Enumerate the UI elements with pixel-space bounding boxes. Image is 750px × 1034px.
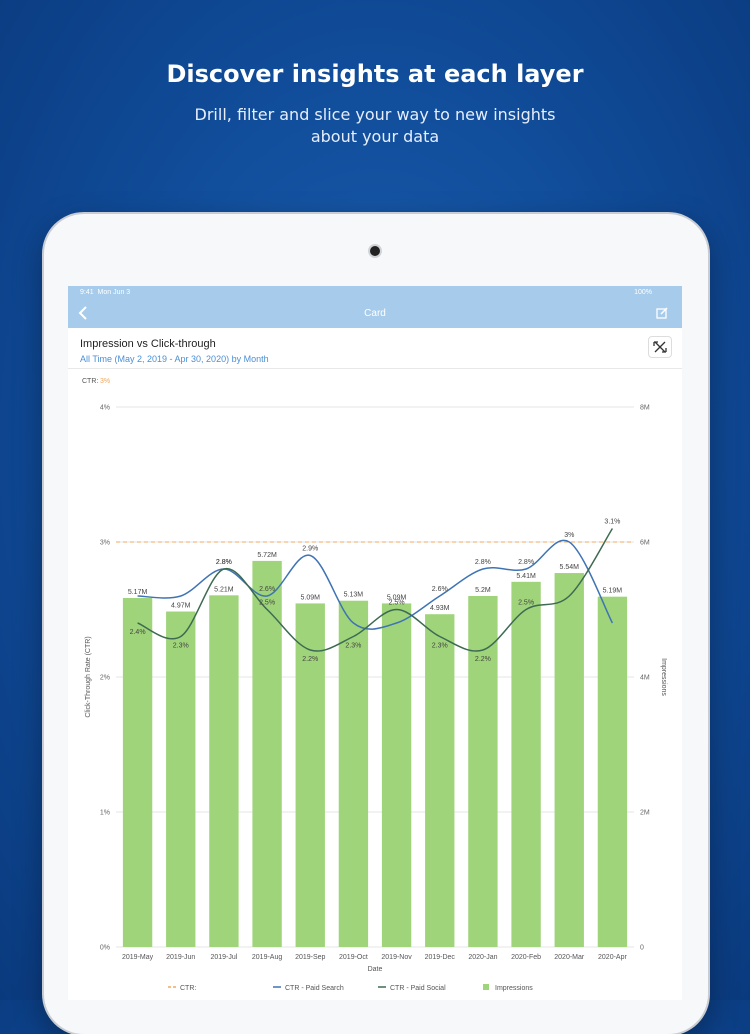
line-data-label: 2.5%: [389, 600, 405, 607]
bar-data-label: 5.54M: [560, 564, 580, 571]
bar-data-label: 5.41M: [516, 573, 536, 580]
y-tick-label: 2%: [100, 675, 110, 682]
x-tick-label: 2020-Feb: [511, 954, 541, 961]
bar-data-label: 5.17M: [128, 589, 148, 596]
line-data-label: 2.9%: [302, 546, 318, 553]
line-data-label: 2.8%: [518, 559, 534, 566]
series-line: [137, 539, 614, 630]
line-data-label: 2.3%: [432, 643, 448, 650]
x-tick-label: 2020-Apr: [598, 954, 627, 961]
expand-icon: [653, 341, 667, 353]
nav-title: Card: [364, 308, 386, 319]
line-data-label: 3%: [564, 532, 574, 539]
y2-tick-label: 6M: [640, 540, 650, 547]
line-data-label: 2.3%: [345, 643, 361, 650]
hero-subtitle: Drill, filter and slice your way to new …: [194, 105, 556, 146]
x-tick-label: 2019-Sep: [295, 954, 325, 961]
bar-data-label: 4.93M: [430, 605, 450, 612]
line-data-label: 2.2%: [302, 656, 318, 663]
bar-impressions: [122, 598, 153, 947]
expand-button[interactable]: [648, 336, 672, 358]
x-axis-title: Date: [368, 966, 383, 973]
bar-impressions: [554, 573, 584, 947]
y2-tick-label: 2M: [640, 810, 650, 817]
x-tick-label: 2019-Jul: [210, 954, 237, 961]
x-tick-label: 2020-Jan: [468, 954, 497, 961]
x-tick-label: 2019-Aug: [252, 954, 282, 961]
y2-tick-label: 4M: [640, 675, 650, 682]
bar-data-label: 5.19M: [603, 588, 623, 595]
bar-data-label: 5.09M: [301, 594, 321, 601]
x-tick-label: 2019-Nov: [381, 954, 412, 961]
line-data-label: 2.8%: [475, 559, 491, 566]
bar-impressions: [381, 603, 412, 947]
bar-impressions: [166, 611, 196, 947]
chart-svg: CTR: 3%0% 01% 2M2% 4M3% 6M4% 8M5.17M4.97M5.21M…: [82, 378, 667, 992]
x-tick-label: 2019-May: [122, 954, 154, 961]
y2-tick-label: 0: [640, 945, 644, 952]
x-tick-label: 2019-Dec: [425, 954, 456, 961]
divider: [68, 368, 682, 369]
y-tick-label: 3%: [100, 540, 110, 547]
status-time: 9:41 Mon Jun 3: [80, 289, 131, 296]
nav-bar: Card: [68, 300, 682, 328]
y-tick-label: 4%: [100, 405, 110, 412]
bar-impressions: [295, 603, 325, 947]
y-axis-title: Click-Through Rate (CTR): [85, 636, 92, 717]
legend-label: CTR - Paid Social: [390, 985, 446, 992]
card-title: Impression vs Click-through: [80, 338, 216, 350]
legend-label: Impressions: [495, 985, 533, 992]
line-data-label: 2.3%: [173, 643, 189, 650]
bar-data-label: 5.09M: [387, 594, 407, 601]
hero-title: Discover insights at each layer: [166, 60, 584, 88]
line-data-label: 2.6%: [259, 586, 275, 593]
bar-impressions: [425, 614, 455, 947]
legend-label: CTR - Paid Search: [285, 985, 344, 992]
line-data-label: 2.8%: [216, 559, 232, 566]
legend-label: CTR:: [180, 985, 196, 992]
line-data-label: 2.5%: [518, 600, 534, 607]
line-data-label: 2.4%: [130, 629, 146, 636]
ref-label: CTR:: [82, 378, 98, 385]
line-data-label: 2.8%: [216, 559, 232, 566]
app-screen: 9:41 Mon Jun 3 100% Card Impression vs C…: [68, 286, 682, 1000]
bar-impressions: [597, 596, 628, 947]
line-data-label: 2.5%: [259, 600, 275, 607]
status-bar: 9:41 Mon Jun 3 100%: [68, 286, 682, 300]
bar-impressions: [511, 581, 541, 947]
x-tick-label: 2019-Jun: [166, 954, 195, 961]
bar-impressions: [338, 600, 369, 947]
line-data-label: 2.2%: [475, 656, 491, 663]
ref-value-label: 3%: [100, 378, 110, 385]
edit-icon[interactable]: [656, 306, 668, 319]
y2-tick-label: 8M: [640, 405, 650, 412]
card-date-range[interactable]: All Time (May 2, 2019 - Apr 30, 2020) by…: [80, 354, 269, 364]
chevron-left-icon[interactable]: [78, 306, 88, 324]
bar-impressions: [468, 596, 498, 947]
y2-axis-title: Impressions: [660, 658, 667, 696]
line-data-label: 3.1%: [604, 519, 620, 526]
legend-swatch: [483, 984, 489, 990]
bar-data-label: 5.21M: [214, 586, 234, 593]
status-battery: 100%: [634, 289, 652, 296]
bar-data-label: 5.13M: [344, 592, 364, 599]
series-line: [137, 528, 614, 652]
y-tick-label: 1%: [100, 810, 110, 817]
bar-data-label: 4.97M: [171, 603, 191, 610]
bar-data-label: 5.2M: [475, 587, 491, 594]
x-tick-label: 2020-Mar: [554, 954, 585, 961]
x-tick-label: 2019-Oct: [339, 954, 368, 961]
chart: CTR: 3% 0% 0 1% 2M 2% 4M 3% 6M 4% 8M 5.17M 4.97M 5.21M…: [68, 372, 682, 1000]
bar-impressions: [252, 560, 282, 947]
bar-impressions: [209, 595, 239, 947]
line-data-label: 2.6%: [432, 586, 448, 593]
camera-icon: [370, 246, 380, 256]
bar-data-label: 5.72M: [257, 552, 277, 559]
y-tick-label: 0%: [100, 945, 110, 952]
